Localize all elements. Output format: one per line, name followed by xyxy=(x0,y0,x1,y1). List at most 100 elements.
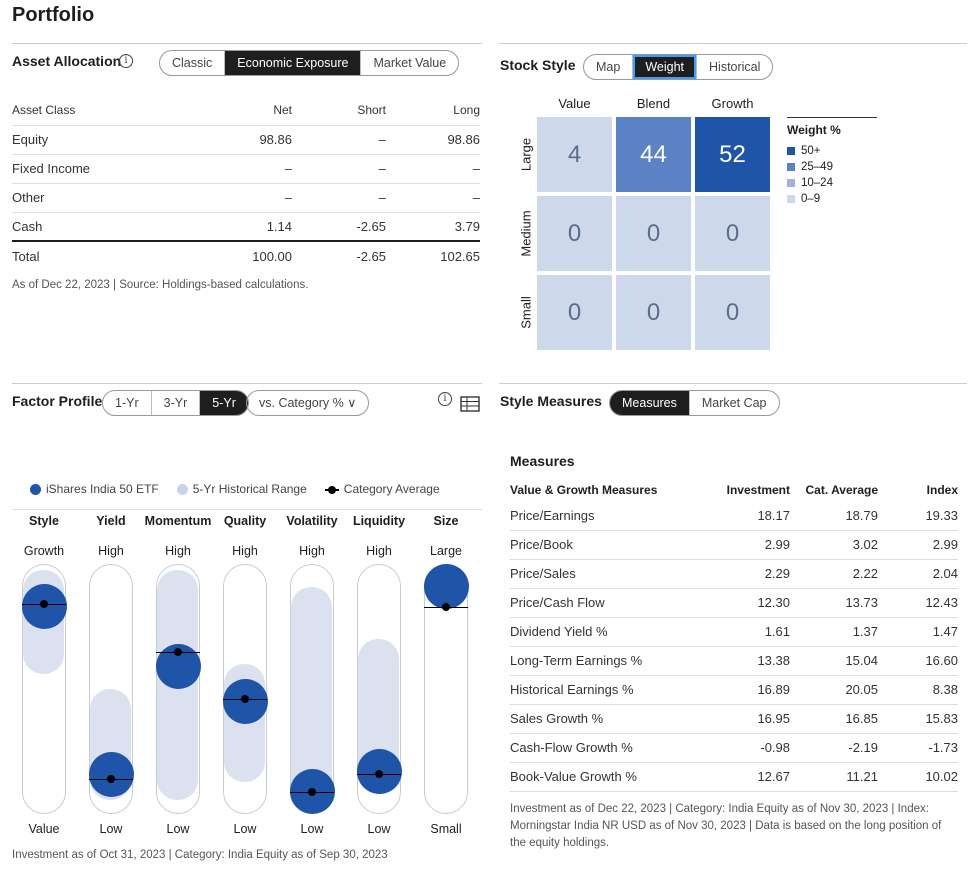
style-row-label: Medium xyxy=(518,210,534,257)
tab-1-yr[interactable]: 1-Yr xyxy=(103,391,152,415)
legend-item: 25–49 xyxy=(787,159,833,175)
table-row: Other – – – xyxy=(12,183,480,213)
table-row: Sales Growth % 16.95 16.85 15.83 xyxy=(510,704,958,734)
table-view-icon[interactable] xyxy=(460,396,480,412)
table-cell: 13.73 xyxy=(790,588,878,618)
factor-profile-footnote: Investment as of Oct 31, 2023 | Category… xyxy=(12,849,388,861)
factor-bottom-label: Small xyxy=(430,822,462,836)
style-cell[interactable]: 0 xyxy=(537,275,612,350)
table-cell: 2.04 xyxy=(878,559,958,589)
asset-allocation-table: Asset Class Net Short Long Equity 98.86–9… xyxy=(12,96,480,270)
factor-top-label: High xyxy=(366,544,392,558)
style-measures-title: Style Measures xyxy=(500,393,602,409)
fund-marker[interactable] xyxy=(88,751,134,797)
style-cell[interactable]: 0 xyxy=(616,275,691,350)
table-cell: 98.86 xyxy=(386,125,480,155)
legend-item: 50+ xyxy=(787,143,833,159)
table-cell: -1.73 xyxy=(878,733,958,763)
table-cell: 16.60 xyxy=(878,646,958,676)
table-row: Cash-Flow Growth % -0.98 -2.19 -1.73 xyxy=(510,733,958,763)
table-cell: 98.86 xyxy=(172,125,292,155)
col-header: Cat. Average xyxy=(805,483,878,497)
tab-map[interactable]: Map xyxy=(584,55,634,79)
col-header: Value & Growth Measures xyxy=(510,483,658,497)
table-cell: Price/Earnings xyxy=(510,501,700,531)
info-icon[interactable]: i xyxy=(119,54,133,68)
table-cell: -2.65 xyxy=(292,212,386,242)
legend-item: 10–24 xyxy=(787,175,833,191)
tab-5-yr[interactable]: 5-Yr xyxy=(200,391,248,415)
table-cell: 12.43 xyxy=(878,588,958,618)
table-cell: Cash-Flow Growth % xyxy=(510,733,700,763)
table-row: Equity 98.86–98.86 xyxy=(12,125,480,155)
style-measures-footnote: Investment as of Dec 22, 2023 | Category… xyxy=(510,803,942,849)
asset-allocation-title: Asset Allocation xyxy=(12,53,122,69)
style-row-label: Small xyxy=(518,296,534,329)
legend-swatch xyxy=(787,162,795,171)
style-cell[interactable]: 44 xyxy=(616,117,691,192)
tab-historical[interactable]: Historical xyxy=(709,60,761,74)
tab-market-value[interactable]: Market Value xyxy=(373,56,447,70)
range-dot-icon xyxy=(176,484,188,496)
category-dropdown[interactable]: vs. Category % ∨ xyxy=(246,390,370,416)
factor-name: Quality xyxy=(223,514,267,528)
table-cell: 16.95 xyxy=(700,704,790,734)
tab-3-yr[interactable]: 3-Yr xyxy=(152,391,201,415)
weight-legend: 50+ 25–49 10–24 0–9 xyxy=(787,143,833,207)
table-cell: – xyxy=(172,183,292,213)
col-header: Short xyxy=(292,96,386,126)
tab-economic-exposure[interactable]: Economic Exposure xyxy=(225,51,362,75)
style-measures-table: Value & Growth Measures Investment Cat. … xyxy=(510,479,958,792)
style-cell[interactable]: 52 xyxy=(695,117,770,192)
factor-profile-title: Factor Profile xyxy=(12,393,103,409)
style-cell[interactable]: 0 xyxy=(537,196,612,271)
table-cell: 1.61 xyxy=(700,617,790,647)
style-cell[interactable]: 0 xyxy=(616,196,691,271)
style-col-label: Growth xyxy=(711,96,754,111)
table-cell: 18.17 xyxy=(700,501,790,531)
factor-top-label: High xyxy=(232,544,258,558)
fund-marker[interactable] xyxy=(423,564,469,609)
factor-legend: iShares India 50 ETF 5-Yr Historical Ran… xyxy=(30,482,440,496)
style-cell[interactable]: 0 xyxy=(695,275,770,350)
table-cell: Cash xyxy=(12,212,172,242)
legend-item: 0–9 xyxy=(787,191,833,207)
table-cell: 3.79 xyxy=(386,212,480,242)
factor-bottom-label: Low xyxy=(300,822,324,836)
table-cell: – xyxy=(172,154,292,184)
table-row: Price/Cash Flow 12.30 13.73 12.43 xyxy=(510,588,958,618)
category-average-marker xyxy=(241,695,249,703)
tab-classic[interactable]: Classic xyxy=(160,51,226,75)
table-cell: 3.02 xyxy=(790,530,878,560)
table-cell: Book-Value Growth % xyxy=(510,762,700,792)
table-cell: 102.65 xyxy=(386,240,480,270)
factor-profile-tabs: 1-Yr 3-Yr 5-Yr xyxy=(102,390,249,416)
legend-swatch xyxy=(787,178,795,187)
legend-range: 5-Yr Historical Range xyxy=(176,482,307,496)
stock-style-tabs: Map Weight Historical xyxy=(583,54,774,80)
factor-name: Style xyxy=(29,514,59,528)
legend-label: 50+ xyxy=(801,145,821,157)
table-cell: 13.38 xyxy=(700,646,790,676)
style-cell[interactable]: 0 xyxy=(695,196,770,271)
factor-top-label: Large xyxy=(430,544,462,558)
table-row: Fixed Income – – – xyxy=(12,154,480,184)
table-cell: 2.29 xyxy=(700,559,790,589)
table-row: Book-Value Growth % 12.67 11.21 10.02 xyxy=(510,762,958,792)
factor-track xyxy=(156,564,200,814)
style-col-label: Value xyxy=(558,96,591,111)
fund-dot-icon xyxy=(30,484,41,496)
col-header: Net xyxy=(172,96,292,126)
category-average-marker xyxy=(375,770,383,778)
info-icon[interactable]: i xyxy=(438,392,452,406)
table-cell: 20.05 xyxy=(790,675,878,705)
asset-allocation-footnote: As of Dec 22, 2023 | Source: Holdings-ba… xyxy=(12,279,309,291)
style-cell[interactable]: 4 xyxy=(537,117,612,192)
table-cell: 100.00 xyxy=(172,240,292,270)
table-row: Price/Earnings 18.17 18.79 19.33 xyxy=(510,501,958,531)
tab-measures[interactable]: Measures xyxy=(610,391,690,415)
tab-market-cap[interactable]: Market Cap xyxy=(701,396,767,410)
tab-weight[interactable]: Weight xyxy=(633,55,698,79)
table-row: Cash 1.14 -2.65 3.79 xyxy=(12,212,480,242)
table-row: Price/Sales 2.29 2.22 2.04 xyxy=(510,559,958,589)
